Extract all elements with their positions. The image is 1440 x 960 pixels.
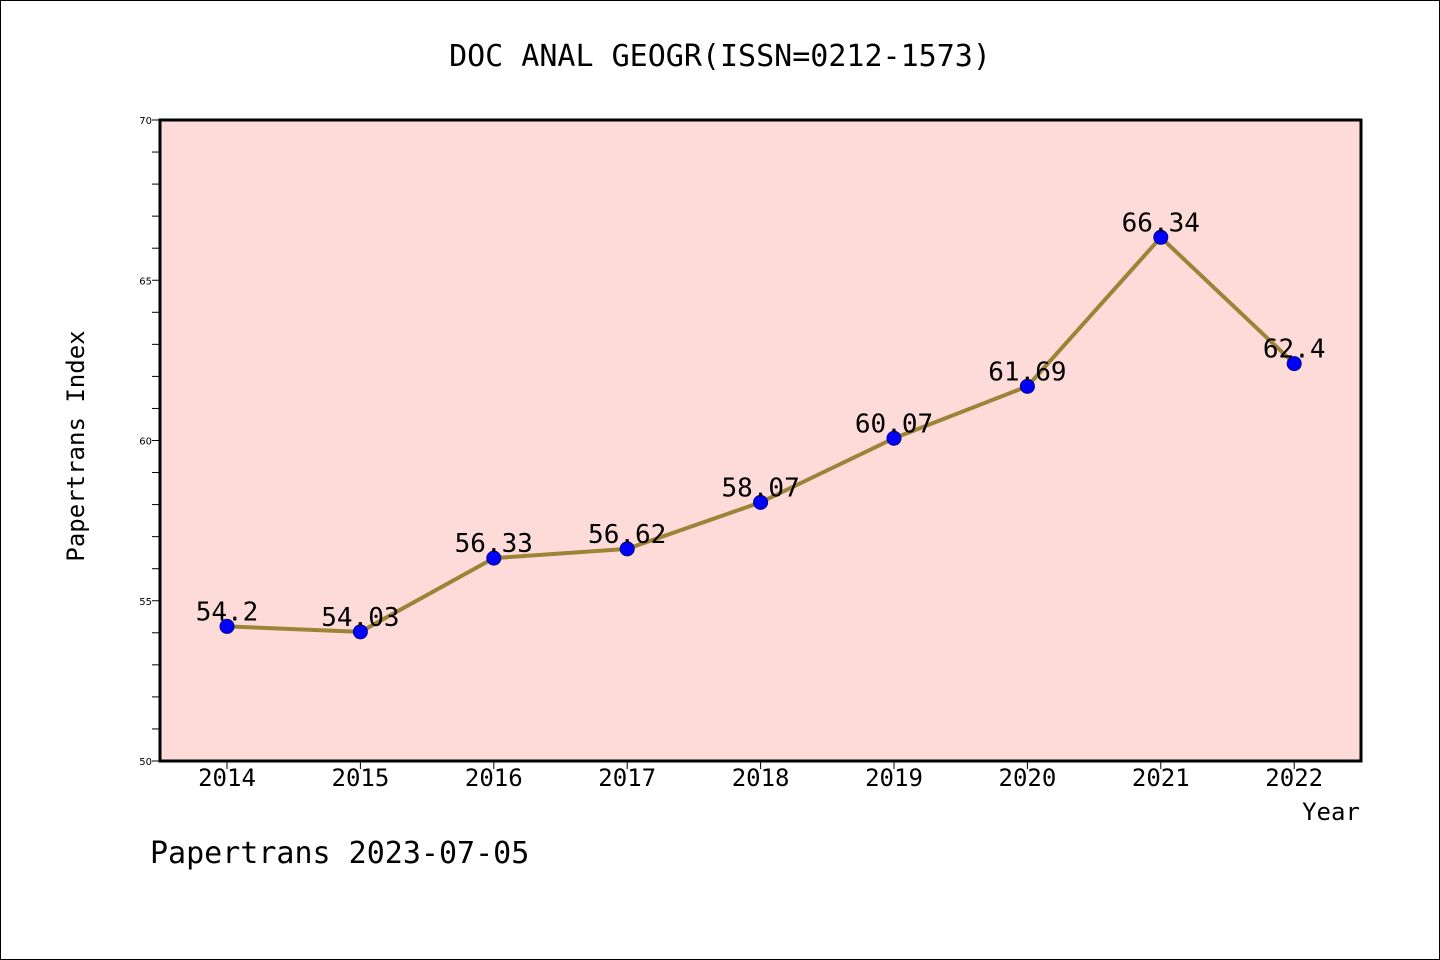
data-label: 58.07 xyxy=(721,473,799,503)
plot-area xyxy=(158,118,1363,763)
footer-text: Papertrans 2023-07-05 xyxy=(150,836,529,871)
data-point xyxy=(486,550,502,566)
y-axis-label: Papertrans Index xyxy=(62,330,90,561)
x-axis-label: Year xyxy=(1302,798,1360,826)
x-tick-label: 2017 xyxy=(598,764,656,792)
data-label: 66.34 xyxy=(1122,208,1200,238)
y-tick-label: 50 xyxy=(139,757,152,768)
data-point xyxy=(753,494,769,510)
chart-title: DOC ANAL GEOGR(ISSN=0212-1573) xyxy=(449,39,991,74)
y-tick-label: 55 xyxy=(139,597,152,608)
x-tick-label: 2018 xyxy=(732,764,790,792)
data-point xyxy=(219,618,235,634)
data-label: 56.33 xyxy=(455,529,533,559)
y-tick-label: 70 xyxy=(139,116,152,127)
y-tick-label: 60 xyxy=(139,437,152,448)
data-label: 54.03 xyxy=(321,603,399,633)
data-label: 54.2 xyxy=(196,597,259,627)
x-tick-label: 2014 xyxy=(198,764,256,792)
x-tick-label: 2015 xyxy=(332,764,390,792)
data-point xyxy=(886,430,902,446)
y-tick-label: 65 xyxy=(139,276,152,287)
data-labels: 54.2 54.03 56.33 56.62 58.07 60.07 61.69 66.34 6… xyxy=(196,208,1326,633)
y-axis: 50 55 60 65 70 xyxy=(139,116,160,768)
x-tick-label: 2022 xyxy=(1265,764,1323,792)
x-tick-label: 2020 xyxy=(999,764,1057,792)
data-label: 60.07 xyxy=(855,409,933,439)
data-point xyxy=(619,541,635,557)
data-label: 61.69 xyxy=(988,357,1066,387)
data-point xyxy=(1153,229,1169,245)
data-label: 56.62 xyxy=(588,520,666,550)
series-group xyxy=(219,229,1302,640)
data-point xyxy=(1019,378,1035,394)
x-tick-label: 2019 xyxy=(865,764,923,792)
x-tick-label: 2021 xyxy=(1132,764,1190,792)
data-point xyxy=(1286,356,1302,372)
data-point xyxy=(352,624,368,640)
data-label: 62.4 xyxy=(1263,335,1326,365)
x-axis: 2014 2015 2016 2017 2018 2019 2020 2021 2022 xyxy=(198,761,1323,792)
x-tick-label: 2016 xyxy=(465,764,523,792)
